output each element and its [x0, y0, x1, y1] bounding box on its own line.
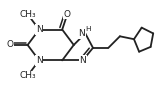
- Text: O: O: [6, 40, 13, 49]
- Text: N: N: [78, 29, 85, 38]
- Text: H: H: [86, 26, 91, 32]
- Text: O: O: [64, 10, 71, 19]
- Text: CH₃: CH₃: [19, 10, 36, 19]
- Text: N: N: [79, 56, 86, 65]
- Text: N: N: [36, 25, 43, 34]
- Text: N: N: [36, 56, 43, 65]
- Text: CH₃: CH₃: [19, 71, 36, 80]
